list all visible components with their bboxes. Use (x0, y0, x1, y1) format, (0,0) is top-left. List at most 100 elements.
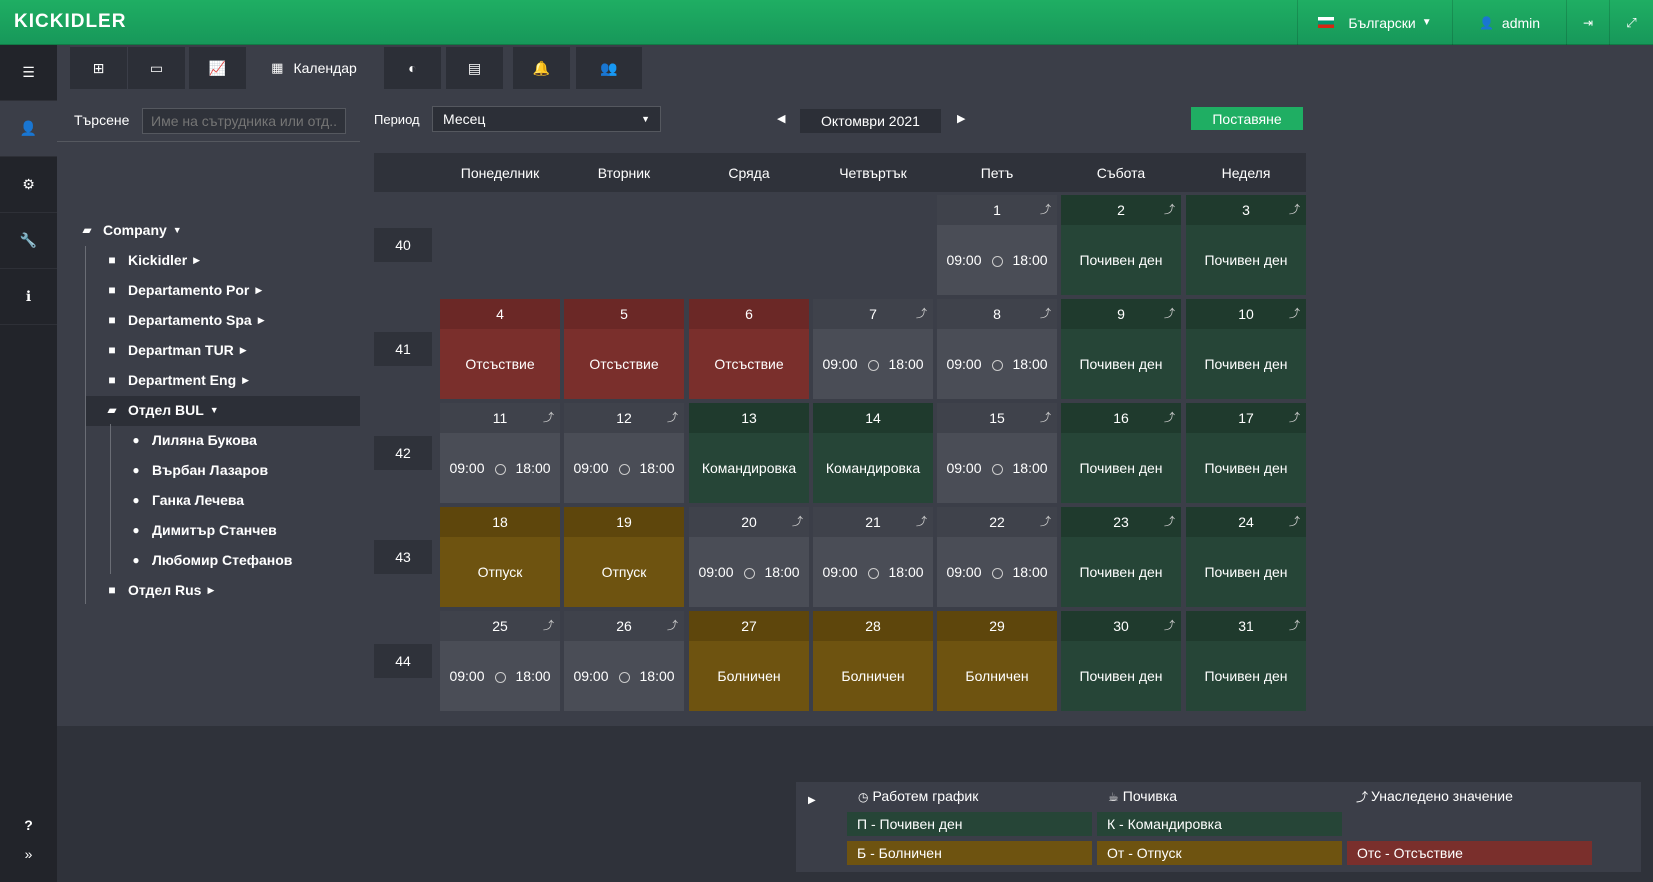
clock-icon (618, 463, 630, 475)
tree-dept[interactable]: ■ Отдел Rus ▶ (104, 576, 214, 604)
calendar-day-cell[interactable]: 12 ⤴ 09:00 18:00 (564, 403, 684, 503)
folder-icon: ■ (108, 373, 116, 387)
tree-dept[interactable]: ■ Department Eng ▶ (104, 366, 249, 394)
folder-icon: ■ (108, 283, 116, 297)
week-number[interactable]: 43 (374, 540, 432, 574)
apply-button[interactable]: Поставяне (1191, 107, 1303, 130)
work-end-time: 18:00 (639, 460, 675, 476)
prev-month-button[interactable]: ◀ (777, 113, 786, 125)
calendar-day-cell[interactable]: 14 Командировка (813, 403, 933, 503)
tree-dept-label: Отдел Rus (128, 582, 202, 598)
tab-structure[interactable]: ⊞ (70, 47, 127, 89)
day-number: 20 (689, 507, 809, 537)
calendar-day-cell[interactable]: 19 Отпуск (564, 507, 684, 607)
user-icon: ● (132, 523, 140, 537)
calendar-day-cell[interactable]: 9 ⤴ Почивен ден (1061, 299, 1181, 399)
tree-dept-selected[interactable]: ▰ Отдел BUL ▼ (104, 396, 218, 424)
day-number: 28 (813, 611, 933, 641)
tree-dept[interactable]: ■ Departman TUR ▶ (104, 336, 246, 364)
inherited-arrow-icon: ⤴ (1164, 308, 1175, 320)
logout-button[interactable]: ⇥ (1566, 0, 1609, 45)
search-input[interactable] (142, 108, 346, 134)
legend-toggle-button[interactable]: ▶ (808, 795, 816, 806)
clock-icon (867, 567, 879, 579)
calendar-day-cell[interactable]: 10 ⤴ Почивен ден (1186, 299, 1306, 399)
clock-icon (991, 463, 1003, 475)
period-select[interactable]: Месец ▼ (432, 106, 661, 132)
calendar-day-cell[interactable]: 22 ⤴ 09:00 18:00 (937, 507, 1057, 607)
nav-users[interactable]: 👤 (0, 101, 57, 157)
nav-settings[interactable]: ⚙ (0, 157, 57, 213)
day-header: Вторник (597, 164, 651, 181)
tree-dept[interactable]: ■ Departamento Por ▶ (104, 276, 262, 304)
day-number: 29 (937, 611, 1057, 641)
work-end-time: 18:00 (1012, 460, 1048, 476)
calendar-day-cell[interactable]: 16 ⤴ Почивен ден (1061, 403, 1181, 503)
calendar-day-cell[interactable]: 11 ⤴ 09:00 18:00 (440, 403, 560, 503)
calendar-day-cell[interactable]: 26 ⤴ 09:00 18:00 (564, 611, 684, 711)
tab-notifications[interactable]: 🔔 (513, 47, 570, 89)
nav-collapse[interactable]: » (0, 826, 57, 882)
tree-employee[interactable]: ● Върбан Лазаров (128, 456, 268, 484)
tab-monitor[interactable]: ▭ (128, 47, 185, 89)
week-number[interactable]: 44 (374, 644, 432, 678)
week-number[interactable]: 41 (374, 332, 432, 366)
fullscreen-button[interactable]: ⤢ (1609, 0, 1653, 45)
calendar-day-cell[interactable]: 25 ⤴ 09:00 18:00 (440, 611, 560, 711)
work-start-time: 09:00 (698, 564, 734, 580)
legend-absent: Отс - Отсъствие (1347, 841, 1592, 865)
calendar-day-cell[interactable]: 23 ⤴ Почивен ден (1061, 507, 1181, 607)
nav-info[interactable]: ℹ (0, 269, 57, 325)
tree-employee[interactable]: ● Димитър Станчев (128, 516, 276, 544)
calendar-day-cell[interactable]: 20 ⤴ 09:00 18:00 (689, 507, 809, 607)
tab-card[interactable]: ▤ (446, 47, 503, 89)
calendar-day-cell[interactable]: 6 Отсъствие (689, 299, 809, 399)
day-number: 31 (1186, 611, 1306, 641)
day-status-label: Почивен ден (1204, 668, 1288, 684)
calendar-day-cell[interactable]: 4 Отсъствие (440, 299, 560, 399)
calendar-day-cell[interactable]: 3 ⤴ Почивен ден (1186, 195, 1306, 295)
tree-employee[interactable]: ● Лиляна Букова (128, 426, 257, 454)
work-end-time: 18:00 (515, 460, 551, 476)
next-month-button[interactable]: ▶ (957, 113, 966, 125)
tree-dept[interactable]: ■ Kickidler ▶ (104, 246, 200, 274)
calendar-day-cell[interactable]: 13 Командировка (689, 403, 809, 503)
calendar-day-cell[interactable]: 17 ⤴ Почивен ден (1186, 403, 1306, 503)
tree-employee[interactable]: ● Ганка Лечева (128, 486, 244, 514)
calendar-day-cell[interactable]: 29 Болничен (937, 611, 1057, 711)
calendar-day-cell[interactable]: 30 ⤴ Почивен ден (1061, 611, 1181, 711)
tab-stats[interactable]: 📈 (189, 47, 246, 89)
tree-dept-label: Departamento Por (128, 282, 250, 298)
user-icon: ● (132, 433, 140, 447)
calendar-day-cell[interactable]: 7 ⤴ 09:00 18:00 (813, 299, 933, 399)
calendar-day-cell[interactable]: 2 ⤴ Почивен ден (1061, 195, 1181, 295)
calendar-day-cell[interactable]: 28 Болничен (813, 611, 933, 711)
calendar-day-cell[interactable]: 27 Болничен (689, 611, 809, 711)
calendar-day-cell[interactable]: 1 ⤴ 09:00 18:00 (937, 195, 1057, 295)
period-label: Период (374, 112, 420, 127)
calendar-day-cell[interactable]: 18 Отпуск (440, 507, 560, 607)
nav-list[interactable]: ☰ (0, 45, 57, 101)
calendar-day-cell[interactable]: 31 ⤴ Почивен ден (1186, 611, 1306, 711)
calendar-day-cell[interactable]: 5 Отсъствие (564, 299, 684, 399)
calendar-day-cell[interactable]: 8 ⤴ 09:00 18:00 (937, 299, 1057, 399)
calendar-day-cell[interactable]: 15 ⤴ 09:00 18:00 (937, 403, 1057, 503)
top-header: KICKIDLER Български ▼ 👤 admin ⇥ ⤢ (0, 0, 1653, 45)
kickidler-logo[interactable]: KICKIDLER (14, 11, 127, 32)
tab-groups[interactable]: 👥 (576, 47, 642, 89)
user-menu[interactable]: 👤 admin (1452, 0, 1566, 45)
nav-help[interactable]: ? (0, 797, 57, 853)
tree-dept[interactable]: ■ Departamento Spa ▶ (104, 306, 264, 334)
tab-toggle[interactable]: ◐ (384, 47, 441, 89)
nav-tools[interactable]: 🔧 (0, 213, 57, 269)
week-number[interactable]: 40 (374, 228, 432, 262)
day-status-label: Почивен ден (1204, 564, 1288, 580)
tree-dept-label: Departman TUR (128, 342, 234, 358)
calendar-day-cell[interactable]: 24 ⤴ Почивен ден (1186, 507, 1306, 607)
week-number[interactable]: 42 (374, 436, 432, 470)
tree-employee[interactable]: ● Любомир Стефанов (128, 546, 292, 574)
tree-root[interactable]: ▰ Company ▼ (79, 216, 181, 244)
language-selector[interactable]: Български ▼ (1297, 0, 1452, 45)
tab-calendar[interactable]: ▦ Календар (250, 47, 378, 89)
calendar-day-cell[interactable]: 21 ⤴ 09:00 18:00 (813, 507, 933, 607)
